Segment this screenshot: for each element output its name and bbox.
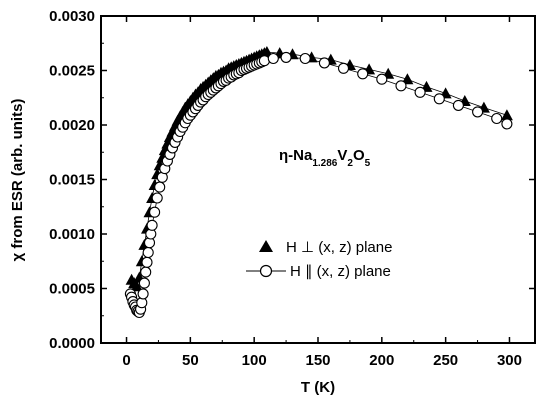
x-tick-label: 100 bbox=[242, 352, 267, 369]
data-point-circle bbox=[299, 52, 311, 65]
y-tick-label: 0.0005 bbox=[49, 281, 95, 298]
annotation-prefix: η-Na bbox=[279, 147, 313, 164]
x-tick-labels: 0 50 100 150 200 250 300 bbox=[122, 352, 522, 369]
data-point-triangle bbox=[500, 109, 513, 121]
legend-marker-triangle bbox=[259, 240, 273, 252]
data-point-circle bbox=[337, 62, 350, 74]
data-point-circle bbox=[146, 219, 158, 231]
annotation-sub3: 5 bbox=[365, 158, 371, 169]
y-tick-label: 0.0010 bbox=[49, 226, 95, 243]
plot-frame bbox=[100, 15, 536, 344]
y-tick-label: 0.0020 bbox=[49, 117, 95, 134]
legend-label-perp: H ⊥ (x, z) plane bbox=[286, 239, 392, 256]
data-point-circle bbox=[491, 112, 503, 125]
x-tick-label: 250 bbox=[433, 352, 458, 369]
y-tick-labels: 0.0000 0.0005 0.0010 0.0015 0.0020 0.0025 0.00… bbox=[49, 8, 95, 352]
data-point-circle bbox=[472, 106, 484, 118]
data-point-circle bbox=[280, 51, 292, 63]
data-point-circle bbox=[318, 57, 330, 69]
y-axis-title: χ from ESR (arb. units) bbox=[9, 99, 26, 262]
annotation-mid: V bbox=[337, 147, 347, 164]
data-point-circle bbox=[151, 192, 163, 204]
x-axis-title: T (K) bbox=[301, 379, 335, 396]
y-tick-label: 0.0015 bbox=[49, 172, 95, 189]
data-point-circle bbox=[149, 206, 161, 218]
x-tick-label: 150 bbox=[305, 352, 330, 369]
data-point-circle bbox=[501, 118, 513, 130]
x-tick-label: 200 bbox=[369, 352, 394, 369]
annotation-sub2: 2 bbox=[347, 158, 353, 169]
x-tick-label: 300 bbox=[497, 352, 522, 369]
data-point-circle bbox=[433, 93, 445, 105]
annotation-sub1: 1.286 bbox=[312, 158, 337, 169]
annotation-suffix: O bbox=[353, 147, 365, 164]
series-markers bbox=[124, 46, 513, 319]
data-point-circle bbox=[414, 86, 426, 98]
data-point-circle bbox=[154, 181, 166, 193]
data-point-circle bbox=[395, 80, 407, 92]
data-point-circle bbox=[376, 73, 388, 85]
data-point-circle bbox=[452, 99, 464, 111]
y-tick-label: 0.0025 bbox=[49, 63, 95, 80]
data-point-circle bbox=[140, 266, 152, 278]
legend-marker-circle bbox=[259, 264, 273, 278]
x-tick-label: 50 bbox=[182, 352, 199, 369]
data-point-circle bbox=[138, 277, 150, 289]
compound-annotation: η-Na1.286V2O5 bbox=[279, 147, 371, 169]
data-point-circle bbox=[258, 55, 270, 67]
legend-label-parallel: H ∥ (x, z) plane bbox=[290, 263, 391, 280]
data-point-triangle bbox=[130, 280, 143, 292]
data-point-circle bbox=[141, 256, 153, 268]
data-point-circle bbox=[142, 246, 154, 259]
data-point-circle bbox=[137, 288, 149, 300]
x-tick-label: 0 bbox=[122, 352, 130, 369]
legend: H ⊥ (x, z) plane H ∥ (x, z) plane bbox=[246, 239, 392, 280]
data-point-circle bbox=[267, 52, 279, 65]
y-tick-label: 0.0030 bbox=[49, 8, 95, 25]
data-point-circle bbox=[357, 68, 369, 80]
y-tick-label: 0.0000 bbox=[49, 335, 95, 352]
